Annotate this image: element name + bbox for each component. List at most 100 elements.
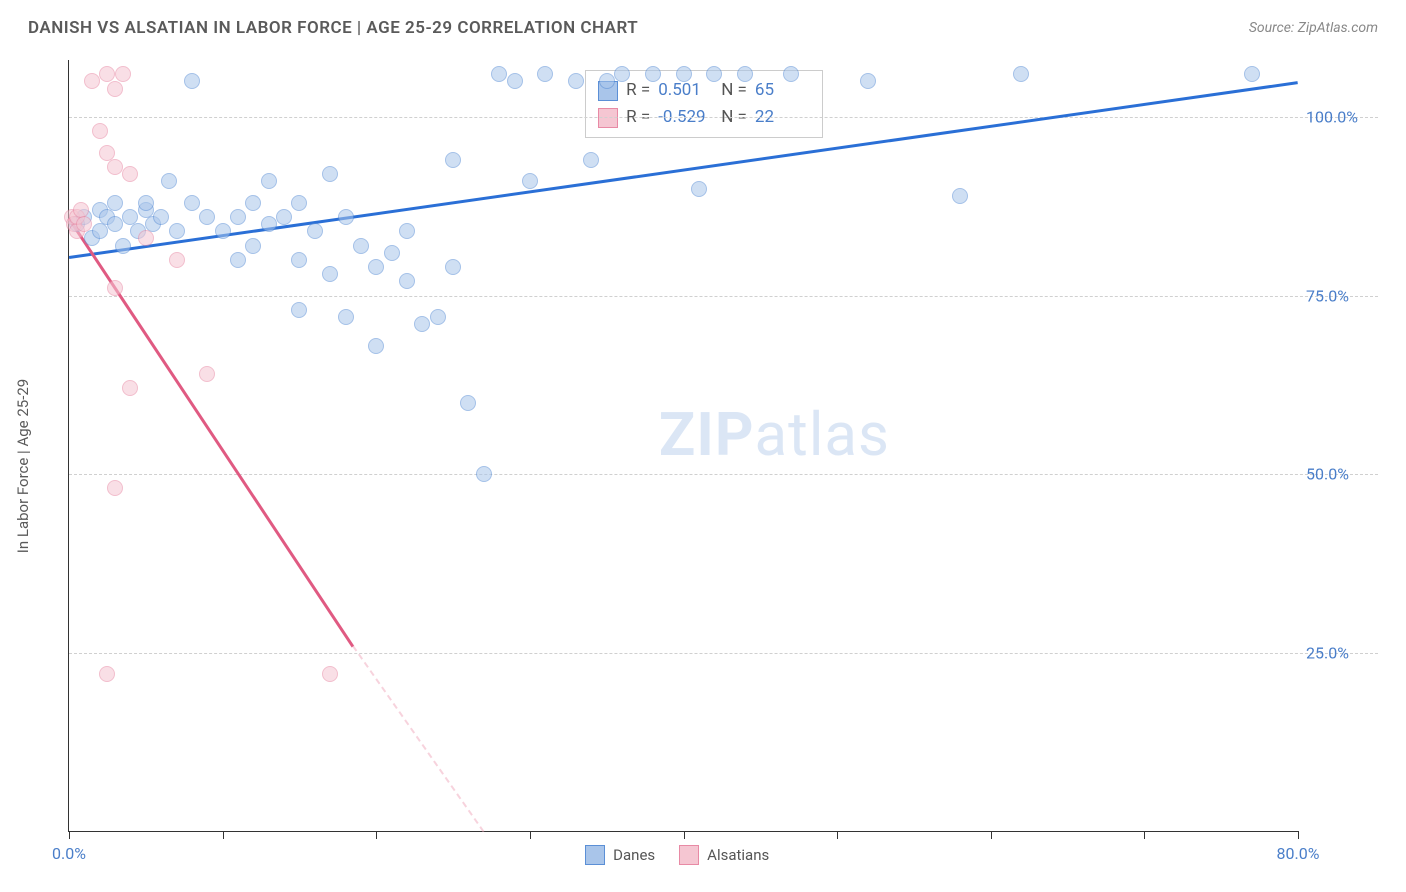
x-tick bbox=[530, 831, 531, 839]
data-point bbox=[614, 66, 630, 82]
x-tick bbox=[69, 831, 70, 839]
data-point bbox=[399, 273, 415, 289]
data-point bbox=[460, 395, 476, 411]
x-tick bbox=[991, 831, 992, 839]
data-point bbox=[92, 223, 108, 239]
data-point bbox=[507, 73, 523, 89]
grid-line bbox=[69, 117, 1378, 118]
legend-swatch-alsatians-2 bbox=[679, 845, 699, 865]
y-tick-label: 25.0% bbox=[1306, 643, 1376, 662]
bottom-legend: Danes Alsatians bbox=[585, 845, 769, 865]
data-point bbox=[445, 259, 461, 275]
data-point bbox=[368, 338, 384, 354]
legend-row-danes: R = 0.501 N = 65 bbox=[598, 77, 810, 104]
data-point bbox=[184, 195, 200, 211]
y-tick-label: 100.0% bbox=[1306, 108, 1376, 127]
data-point bbox=[338, 309, 354, 325]
y-axis-label: In Labor Force | Age 25-29 bbox=[14, 379, 32, 553]
plot-area: ZIPatlas R = 0.501 N = 65 R = -0.529 N =… bbox=[68, 60, 1298, 832]
r-label: R = bbox=[626, 77, 650, 104]
data-point bbox=[583, 152, 599, 168]
data-point bbox=[84, 73, 100, 89]
data-point bbox=[706, 66, 722, 82]
data-point bbox=[691, 181, 707, 197]
data-point bbox=[368, 259, 384, 275]
data-point bbox=[353, 238, 369, 254]
data-point bbox=[199, 209, 215, 225]
watermark-atlas: atlas bbox=[755, 399, 890, 470]
data-point bbox=[107, 280, 123, 296]
data-point bbox=[261, 173, 277, 189]
data-point bbox=[230, 209, 246, 225]
chart-title: DANISH VS ALSATIAN IN LABOR FORCE | AGE … bbox=[28, 18, 638, 38]
data-point bbox=[414, 316, 430, 332]
data-point bbox=[952, 188, 968, 204]
x-tick bbox=[223, 831, 224, 839]
x-tick bbox=[1144, 831, 1145, 839]
data-point bbox=[107, 480, 123, 496]
data-point bbox=[276, 209, 292, 225]
data-point bbox=[291, 302, 307, 318]
data-point bbox=[245, 195, 261, 211]
data-point bbox=[92, 123, 108, 139]
data-point bbox=[645, 66, 661, 82]
legend-item-alsatians: Alsatians bbox=[679, 845, 769, 865]
x-tick bbox=[376, 831, 377, 839]
data-point bbox=[153, 209, 169, 225]
y-tick-label: 50.0% bbox=[1306, 465, 1376, 484]
data-point bbox=[107, 81, 123, 97]
data-point bbox=[76, 216, 92, 232]
legend-label-danes: Danes bbox=[613, 846, 655, 864]
legend-item-danes: Danes bbox=[585, 845, 655, 865]
data-point bbox=[476, 466, 492, 482]
data-point bbox=[537, 66, 553, 82]
data-point bbox=[115, 238, 131, 254]
data-point bbox=[1244, 66, 1260, 82]
data-point bbox=[291, 195, 307, 211]
data-point bbox=[115, 66, 131, 82]
grid-line bbox=[69, 474, 1378, 475]
x-tick bbox=[837, 831, 838, 839]
data-point bbox=[737, 66, 753, 82]
data-point bbox=[161, 173, 177, 189]
data-point bbox=[384, 245, 400, 261]
x-tick bbox=[1298, 831, 1299, 839]
data-point bbox=[322, 166, 338, 182]
grid-line bbox=[69, 653, 1378, 654]
watermark-zip: ZIP bbox=[659, 399, 755, 470]
data-point bbox=[122, 380, 138, 396]
y-tick-label: 75.0% bbox=[1306, 286, 1376, 305]
data-point bbox=[184, 73, 200, 89]
data-point bbox=[322, 666, 338, 682]
data-point bbox=[783, 66, 799, 82]
data-point bbox=[261, 216, 277, 232]
data-point bbox=[322, 266, 338, 282]
data-point bbox=[338, 209, 354, 225]
data-point bbox=[107, 216, 123, 232]
data-point bbox=[491, 66, 507, 82]
chart-header: DANISH VS ALSATIAN IN LABOR FORCE | AGE … bbox=[28, 18, 1378, 38]
n-value-danes: 65 bbox=[755, 77, 810, 104]
legend-swatch-danes-2 bbox=[585, 845, 605, 865]
data-point bbox=[399, 223, 415, 239]
data-point bbox=[169, 223, 185, 239]
data-point bbox=[445, 152, 461, 168]
trend-line bbox=[352, 646, 484, 833]
data-point bbox=[568, 73, 584, 89]
data-point bbox=[522, 173, 538, 189]
data-point bbox=[599, 73, 615, 89]
data-point bbox=[138, 195, 154, 211]
data-point bbox=[215, 223, 231, 239]
x-tick bbox=[684, 831, 685, 839]
data-point bbox=[291, 252, 307, 268]
watermark: ZIPatlas bbox=[659, 399, 890, 470]
x-tick-label: 80.0% bbox=[1277, 844, 1320, 863]
data-point bbox=[430, 309, 446, 325]
data-point bbox=[199, 366, 215, 382]
x-tick-label: 0.0% bbox=[52, 844, 86, 863]
data-point bbox=[860, 73, 876, 89]
data-point bbox=[676, 66, 692, 82]
data-point bbox=[107, 159, 123, 175]
data-point bbox=[138, 230, 154, 246]
data-point bbox=[169, 252, 185, 268]
